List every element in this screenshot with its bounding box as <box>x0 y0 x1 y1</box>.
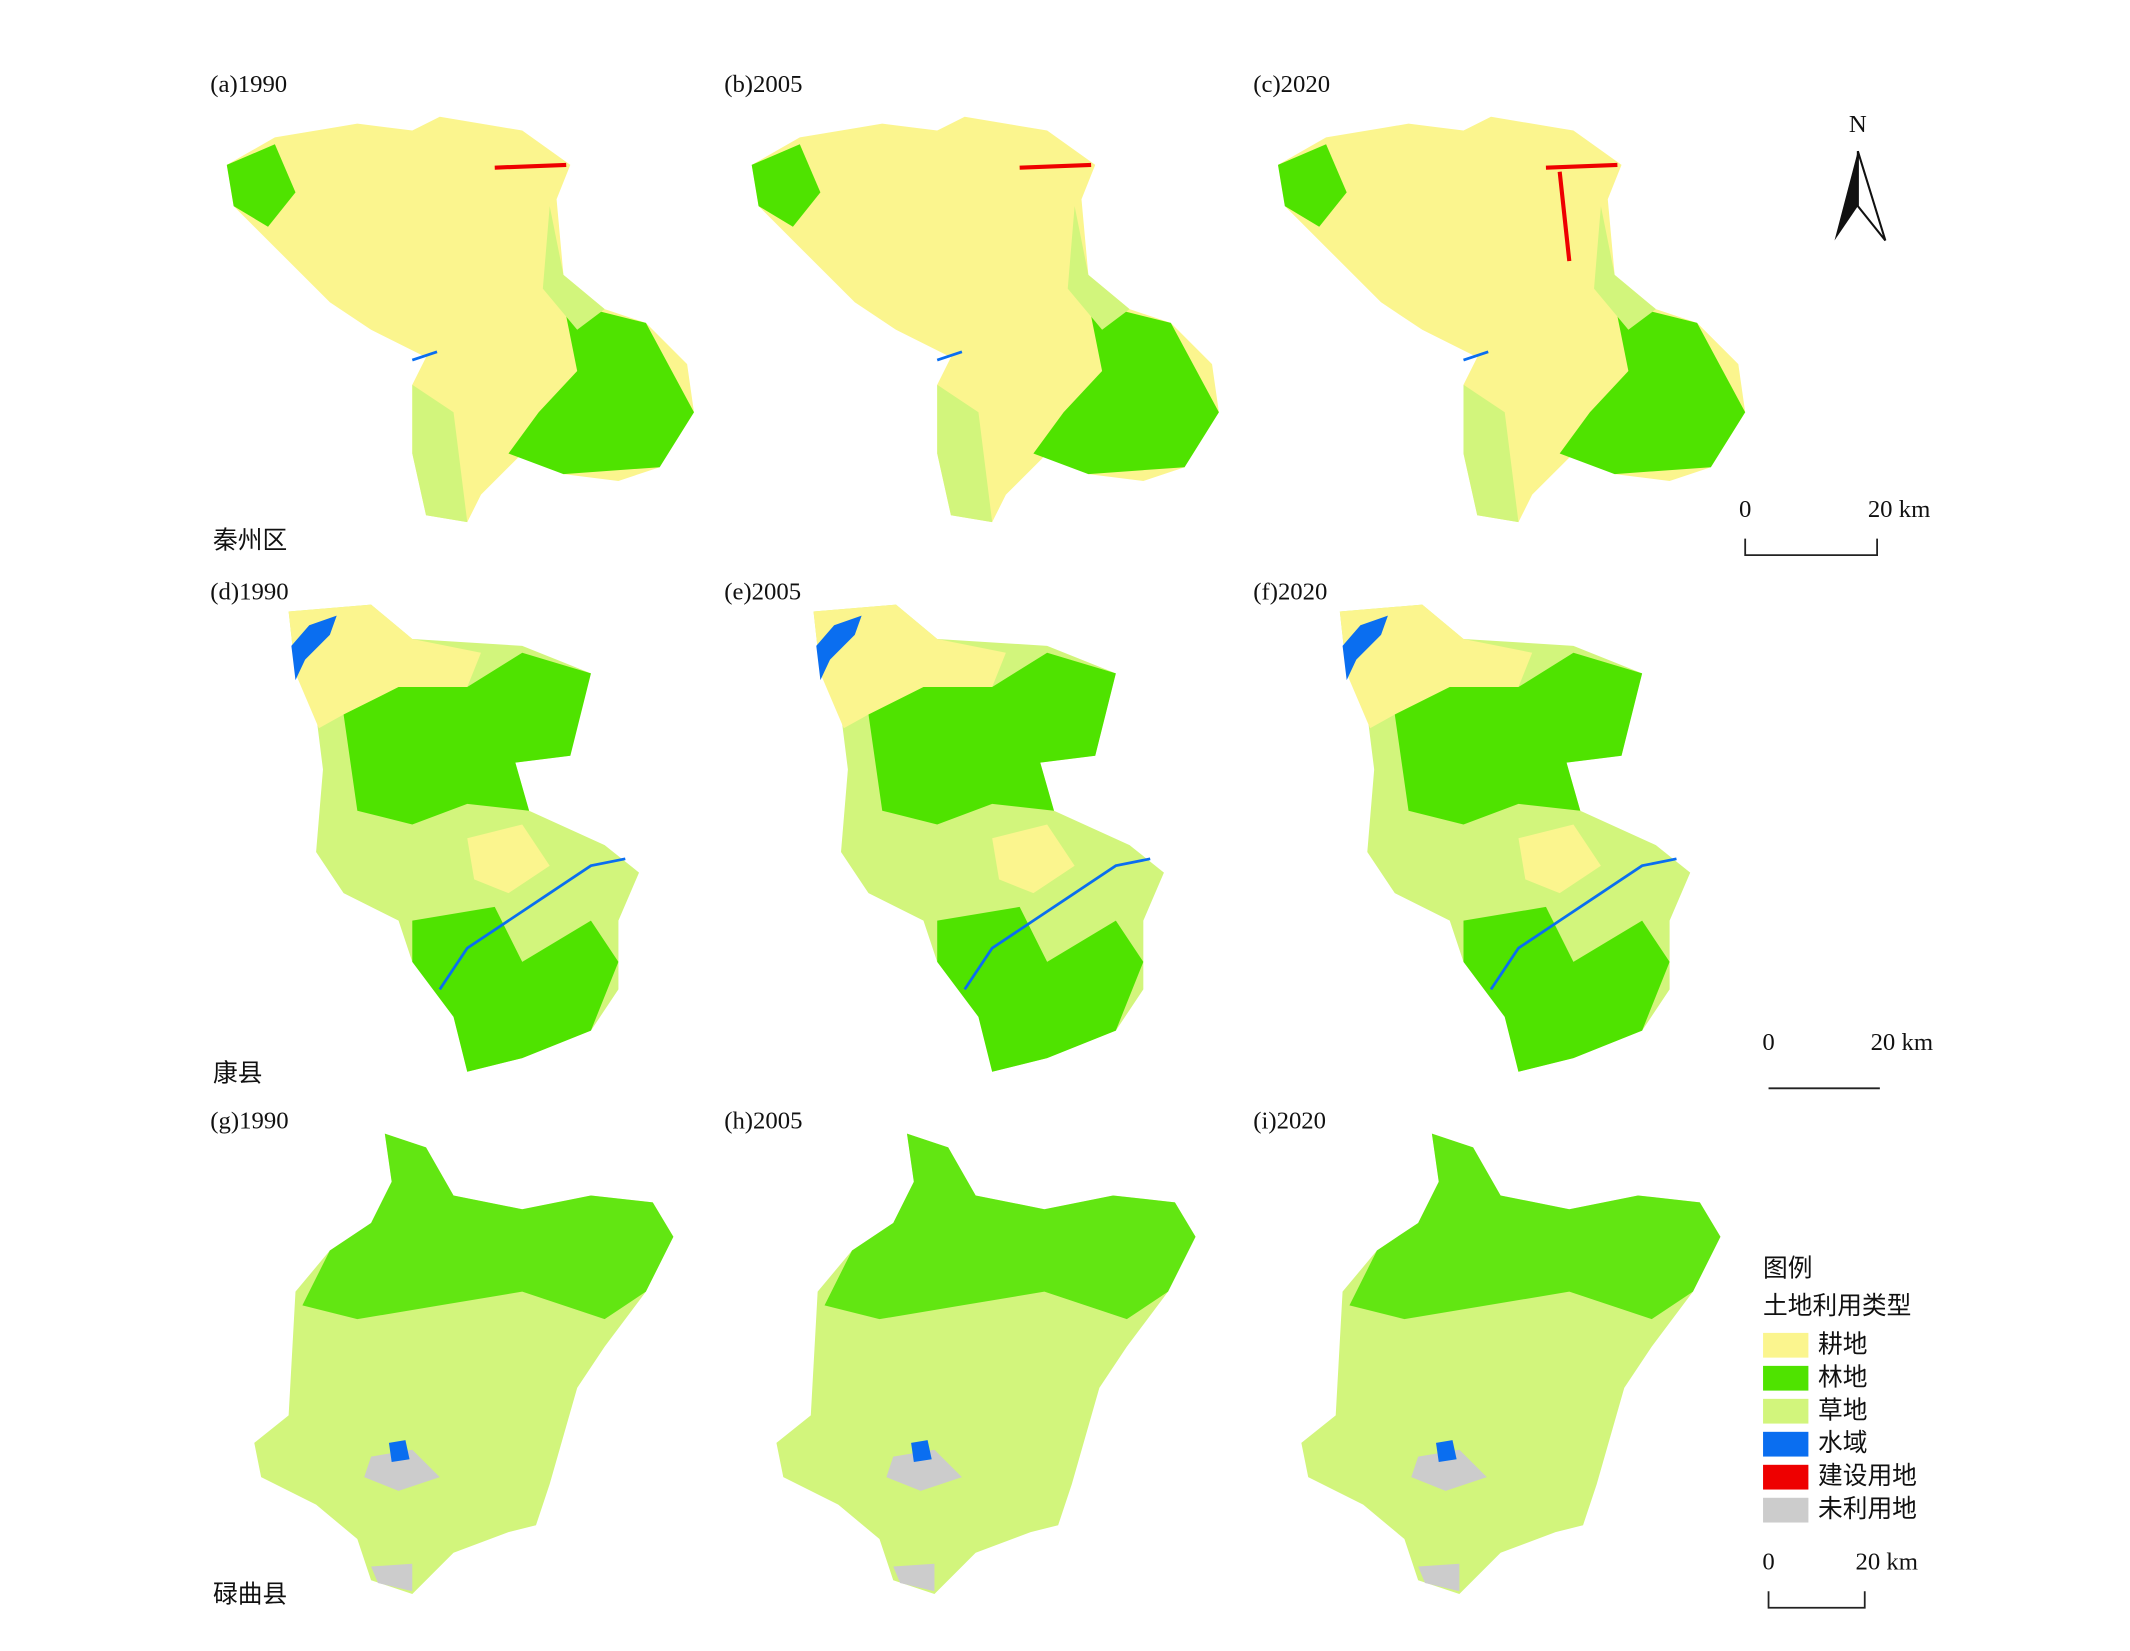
region-name: 秦州区 <box>213 526 287 554</box>
region-name: 康县 <box>213 1060 262 1088</box>
scale-bar <box>1744 538 1878 557</box>
panel-label: (e)2005 <box>724 578 801 605</box>
scale-end: 20 km <box>1868 496 1930 523</box>
panel-label: (f)2020 <box>1253 578 1327 605</box>
legend-label: 耕地 <box>1818 1330 1867 1358</box>
scale-end: 20 km <box>1855 1548 1917 1575</box>
scale-start: 0 <box>1739 496 1751 523</box>
legend-label: 未利用地 <box>1818 1495 1917 1523</box>
built-up <box>494 162 1618 262</box>
legend-swatch <box>1763 1365 1809 1391</box>
panel-label: (i)2020 <box>1253 1107 1326 1134</box>
legend-swatch <box>1763 1398 1809 1424</box>
region-name: 碌曲县 <box>213 1580 287 1608</box>
legend-label: 林地 <box>1818 1363 1867 1391</box>
north-label: N <box>1849 111 1867 138</box>
scale-end: 20 km <box>1871 1029 1933 1056</box>
legend-swatch <box>1763 1431 1809 1457</box>
panel-label: (g)1990 <box>210 1107 288 1134</box>
scale-start: 0 <box>1762 1029 1774 1056</box>
legend-label: 建设用地 <box>1818 1462 1917 1490</box>
legend-swatch <box>1763 1464 1809 1490</box>
legend-swatch <box>1763 1497 1809 1523</box>
legend-title: 图例 <box>1763 1255 1812 1283</box>
legend-label: 水域 <box>1818 1429 1867 1457</box>
panel-label: (d)1990 <box>210 578 288 605</box>
panel-label: (h)2005 <box>724 1107 802 1134</box>
legend-subtitle: 土地利用类型 <box>1763 1292 1911 1320</box>
labels: (a)1990 (b)2005 (c)2020 (d)1990 (e)2005 (f)20… <box>210 71 1933 1609</box>
legend-swatch <box>1763 1332 1809 1358</box>
panel-label: (c)2020 <box>1253 71 1330 98</box>
panel-label: (b)2005 <box>724 71 802 98</box>
scale-bar <box>1767 1591 1866 1609</box>
north-arrow: N <box>1834 111 1887 242</box>
scale-start: 0 <box>1762 1548 1774 1575</box>
legend-label: 草地 <box>1818 1396 1867 1424</box>
panel-label: (a)1990 <box>210 71 287 98</box>
